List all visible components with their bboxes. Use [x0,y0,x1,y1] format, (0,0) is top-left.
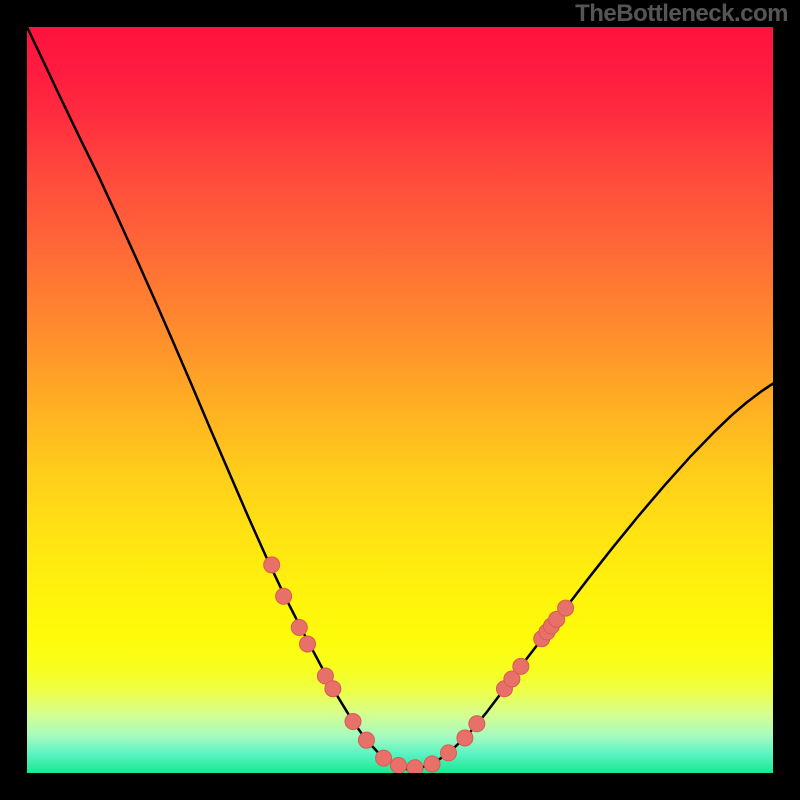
data-marker [276,588,292,604]
data-marker [513,658,529,674]
data-marker [358,732,374,748]
data-marker [264,557,280,573]
watermark-text: TheBottleneck.com [575,2,788,26]
data-marker [391,758,407,773]
chart-canvas [27,27,773,773]
data-marker [300,636,316,652]
data-marker [457,730,473,746]
data-marker [376,750,392,766]
data-marker [469,716,485,732]
gradient-background [27,27,773,773]
data-marker [424,756,440,772]
data-marker [558,600,574,616]
data-marker [440,745,456,761]
chart-stage: TheBottleneck.com [0,0,800,800]
data-marker [291,620,307,636]
data-marker [407,760,423,773]
data-marker [345,714,361,730]
data-marker [325,681,341,697]
